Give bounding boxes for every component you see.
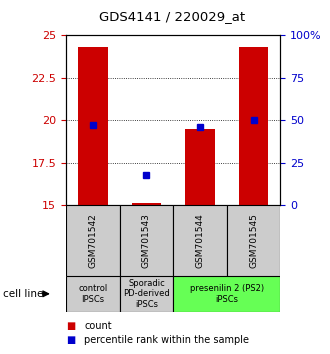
Text: GSM701542: GSM701542 [88, 213, 97, 268]
Bar [173, 276, 280, 312]
Text: GSM701544: GSM701544 [196, 213, 205, 268]
Text: count: count [84, 321, 112, 331]
Text: percentile rank within the sample: percentile rank within the sample [84, 335, 249, 345]
Bar [66, 205, 119, 276]
Bar [227, 205, 280, 276]
Text: ■: ■ [66, 335, 75, 345]
Bar [78, 47, 108, 205]
Bar [119, 276, 173, 312]
Text: control
IPSCs: control IPSCs [78, 284, 108, 303]
Bar [185, 129, 215, 205]
Text: GDS4141 / 220029_at: GDS4141 / 220029_at [99, 10, 245, 23]
Bar [173, 205, 227, 276]
Text: ■: ■ [66, 321, 75, 331]
Bar [239, 47, 268, 205]
Text: cell line: cell line [3, 289, 44, 299]
Text: GSM701543: GSM701543 [142, 213, 151, 268]
Bar [132, 203, 161, 205]
Text: GSM701545: GSM701545 [249, 213, 258, 268]
Text: Sporadic
PD-derived
iPSCs: Sporadic PD-derived iPSCs [123, 279, 170, 309]
Text: presenilin 2 (PS2)
iPSCs: presenilin 2 (PS2) iPSCs [190, 284, 264, 303]
Bar [119, 205, 173, 276]
Bar [66, 276, 119, 312]
